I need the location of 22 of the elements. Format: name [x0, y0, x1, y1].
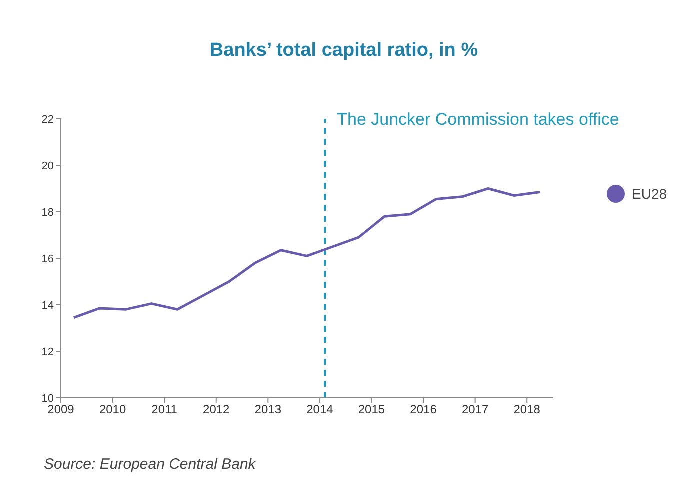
y-tick-label: 12: [42, 346, 54, 358]
x-tick-label: 2016: [410, 402, 438, 417]
x-tick-label: 2010: [99, 402, 126, 417]
ref-line-label: The Juncker Commission takes office: [337, 110, 620, 129]
x-tick-label: 2015: [358, 402, 386, 417]
x-tick-label: 2011: [152, 402, 178, 417]
y-tick-label: 22: [42, 114, 54, 126]
x-tick-label: 2018: [514, 402, 541, 417]
x-tick-label: 2017: [462, 402, 489, 417]
y-tick-label: 18: [42, 206, 54, 219]
chart-title: Banks’ total capital ratio, in %: [208, 40, 480, 62]
x-tick-label: 2013: [254, 402, 282, 417]
x-tick-label: 2014: [306, 402, 334, 417]
y-tick-label: 20: [42, 160, 54, 172]
source-note: Source: European Central Bank: [44, 456, 256, 473]
y-tick-label: 14: [42, 300, 54, 312]
y-tick-label: 10: [42, 392, 54, 405]
y-tick-label: 16: [42, 253, 54, 266]
x-tick-label: 2012: [203, 402, 230, 417]
line-series: [72, 188, 542, 320]
legend-label: EU28: [632, 186, 668, 202]
x-tick-label: 2009: [48, 402, 75, 417]
